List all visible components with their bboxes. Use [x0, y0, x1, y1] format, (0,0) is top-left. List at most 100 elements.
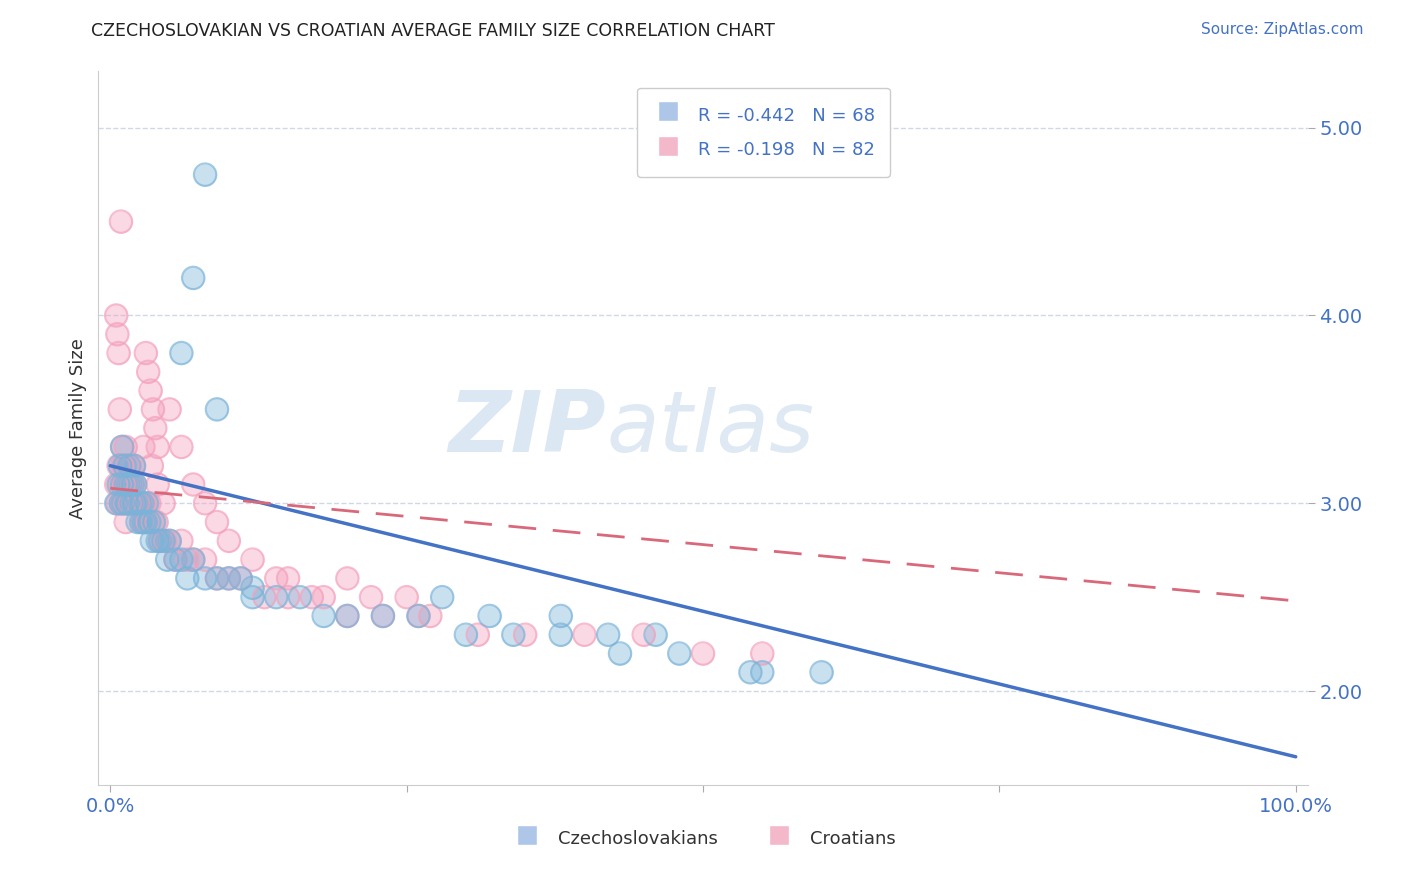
Point [194, 552, 217, 566]
Point [125, 496, 148, 510]
Point [609, 647, 631, 661]
Point [127, 515, 149, 529]
Point [692, 647, 714, 661]
Point [288, 590, 311, 604]
Point [170, 533, 193, 548]
Point [264, 571, 287, 585]
Point [108, 458, 131, 473]
Point [550, 628, 572, 642]
Point [312, 609, 335, 624]
Point [242, 581, 264, 595]
Point [136, 365, 159, 379]
Point [170, 440, 193, 454]
Point [141, 458, 163, 473]
Point [165, 552, 187, 566]
Point [108, 477, 131, 491]
Point [108, 458, 131, 473]
Point [138, 515, 160, 529]
Point [107, 346, 129, 360]
Point [205, 571, 228, 585]
Point [751, 665, 773, 680]
Point [218, 533, 240, 548]
Point [107, 458, 129, 473]
Point [141, 533, 163, 548]
Point [108, 477, 131, 491]
Point [740, 665, 762, 680]
Point [121, 477, 143, 491]
Point [120, 496, 142, 510]
Point [156, 552, 179, 566]
Point [156, 552, 179, 566]
Point [205, 402, 228, 417]
Point [170, 552, 193, 566]
Point [127, 496, 149, 510]
Point [264, 590, 287, 604]
Point [371, 609, 394, 624]
Point [194, 571, 217, 585]
Point [132, 440, 155, 454]
Point [419, 609, 441, 624]
Point [111, 440, 134, 454]
Point [105, 477, 128, 491]
Point [176, 552, 198, 566]
Point [134, 496, 156, 510]
Point [112, 477, 135, 491]
Point [432, 590, 454, 604]
Point [478, 609, 501, 624]
Point [336, 571, 359, 585]
Point [229, 571, 252, 585]
Point [502, 628, 524, 642]
Point [205, 571, 228, 585]
Point [143, 515, 166, 529]
Text: CZECHOSLOVAKIAN VS CROATIAN AVERAGE FAMILY SIZE CORRELATION CHART: CZECHOSLOVAKIAN VS CROATIAN AVERAGE FAMI… [91, 22, 775, 40]
Point [142, 402, 165, 417]
Point [277, 571, 299, 585]
Point [194, 552, 217, 566]
Point [111, 440, 134, 454]
Point [336, 609, 359, 624]
Point [115, 496, 138, 510]
Text: Source: ZipAtlas.com: Source: ZipAtlas.com [1201, 22, 1364, 37]
Point [118, 458, 141, 473]
Point [432, 590, 454, 604]
Point [598, 628, 620, 642]
Point [312, 590, 335, 604]
Point [419, 609, 441, 624]
Point [502, 628, 524, 642]
Point [264, 590, 287, 604]
Point [108, 402, 131, 417]
Point [146, 440, 169, 454]
Point [312, 609, 335, 624]
Point [312, 590, 335, 604]
Point [395, 590, 418, 604]
Point [159, 402, 181, 417]
Point [152, 533, 174, 548]
Point [668, 647, 690, 661]
Point [149, 533, 172, 548]
Point [181, 271, 204, 285]
Point [120, 496, 142, 510]
Point [146, 533, 169, 548]
Point [121, 496, 143, 510]
Point [360, 590, 382, 604]
Point [138, 515, 160, 529]
Point [218, 533, 240, 548]
Point [253, 590, 276, 604]
Point [110, 496, 132, 510]
Point [111, 440, 134, 454]
Point [131, 496, 153, 510]
Point [176, 571, 198, 585]
Point [114, 496, 136, 510]
Point [408, 609, 430, 624]
Point [114, 515, 136, 529]
Point [145, 515, 167, 529]
Point [242, 590, 264, 604]
Point [114, 458, 136, 473]
Point [277, 590, 299, 604]
Point [242, 590, 264, 604]
Point [141, 533, 163, 548]
Point [751, 647, 773, 661]
Point [117, 496, 139, 510]
Point [668, 647, 690, 661]
Point [218, 571, 240, 585]
